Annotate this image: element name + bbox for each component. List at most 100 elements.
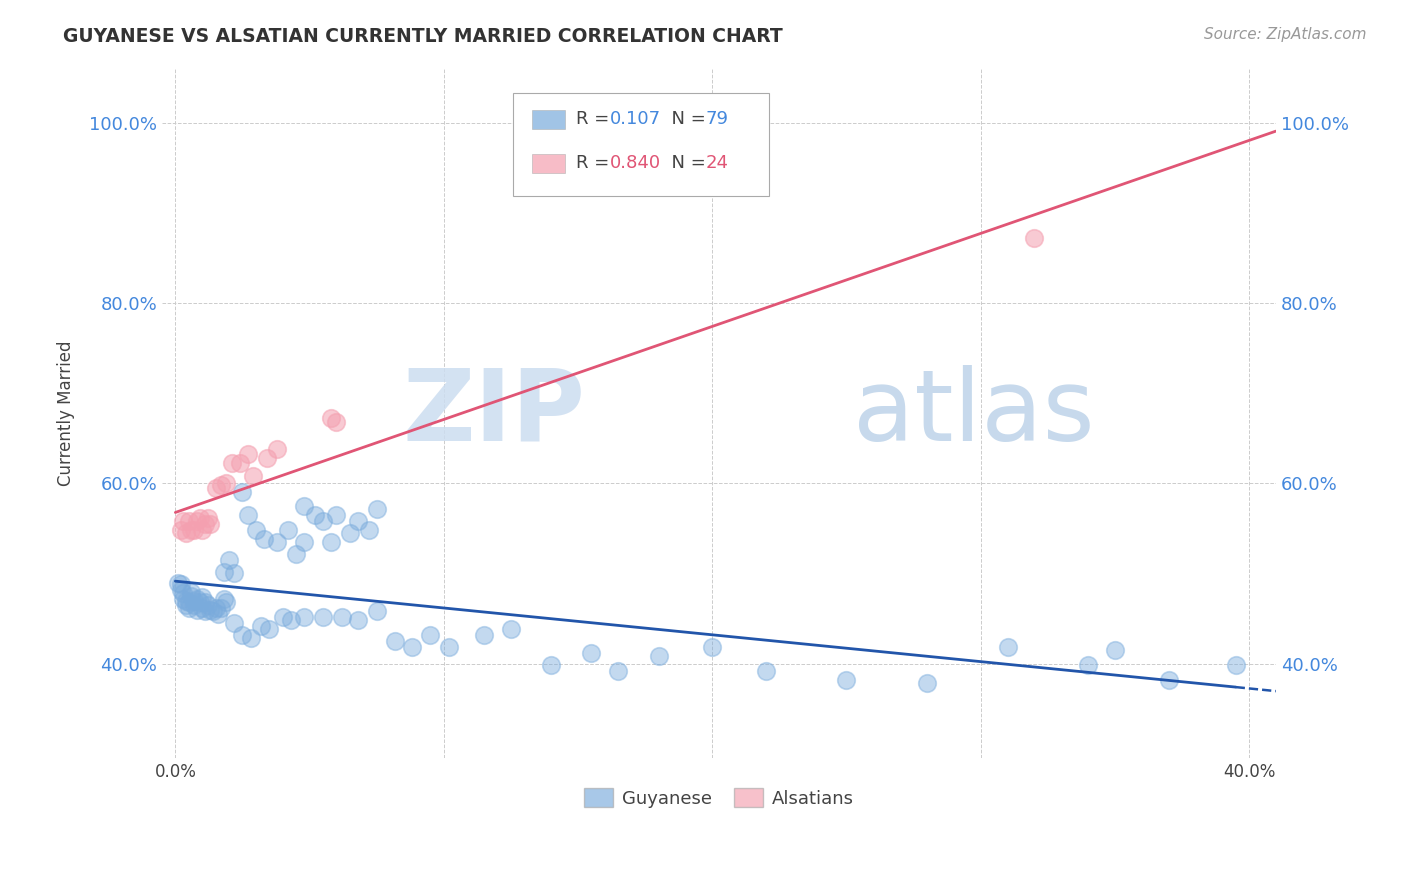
Point (170, 577, 193, 591)
Point (997, 640, 1019, 655)
Point (266, 535, 288, 549)
Point (366, 501, 388, 516)
Point (183, 593, 205, 607)
Point (253, 533, 276, 547)
Point (186, 514, 208, 528)
Point (229, 457, 252, 471)
Point (180, 523, 202, 537)
Text: 0.107: 0.107 (610, 110, 661, 128)
Point (384, 634, 406, 648)
Point (177, 595, 200, 609)
Point (236, 508, 259, 522)
Point (366, 604, 388, 618)
Point (607, 664, 630, 678)
Point (1024, 231, 1046, 245)
Text: 24: 24 (706, 154, 728, 172)
Point (224, 616, 246, 631)
Point (200, 516, 222, 531)
Legend: Guyanese, Alsatians: Guyanese, Alsatians (576, 781, 860, 815)
Point (167, 575, 190, 590)
Point (755, 664, 778, 678)
Point (347, 613, 370, 627)
Point (292, 499, 315, 513)
Point (339, 525, 361, 540)
Point (188, 595, 211, 609)
Y-axis label: Currently Married: Currently Married (58, 341, 75, 486)
Point (224, 566, 246, 581)
Point (172, 586, 194, 600)
Text: N =: N = (659, 154, 711, 172)
Text: GUYANESE VS ALSATIAN CURRENTLY MARRIED CORRELATION CHART: GUYANESE VS ALSATIAN CURRENTLY MARRIED C… (63, 27, 783, 45)
Point (312, 514, 335, 528)
Point (200, 602, 222, 616)
Point (437, 640, 460, 655)
Point (170, 582, 193, 597)
Point (177, 600, 200, 615)
Text: 79: 79 (706, 110, 728, 128)
Point (231, 628, 253, 642)
Text: R =: R = (576, 110, 616, 128)
FancyBboxPatch shape (531, 154, 565, 173)
Point (201, 604, 224, 618)
Point (204, 481, 226, 495)
Point (647, 649, 669, 664)
Point (915, 676, 938, 690)
Point (197, 510, 219, 524)
Point (357, 523, 380, 537)
Point (215, 476, 238, 491)
Point (188, 510, 211, 524)
Point (304, 508, 326, 522)
Point (325, 415, 347, 429)
Point (191, 590, 214, 604)
Text: 0.840: 0.840 (610, 154, 661, 172)
Point (319, 535, 342, 549)
Point (266, 442, 288, 456)
Point (280, 613, 302, 627)
Point (221, 457, 243, 471)
Point (204, 600, 226, 615)
Point (419, 628, 441, 642)
Point (186, 602, 208, 616)
Point (245, 523, 267, 537)
Point (242, 469, 264, 483)
Point (259, 623, 281, 637)
Point (1104, 643, 1126, 657)
Point (212, 591, 235, 606)
Point (172, 591, 194, 606)
Text: atlas: atlas (852, 365, 1094, 462)
Point (1077, 658, 1099, 673)
Point (239, 632, 262, 646)
Text: N =: N = (659, 110, 711, 128)
Point (581, 646, 603, 660)
Point (271, 609, 294, 624)
Point (174, 598, 197, 612)
Point (218, 553, 240, 567)
Point (215, 595, 238, 609)
Point (292, 609, 315, 624)
Point (191, 600, 214, 615)
Point (236, 447, 259, 461)
Point (231, 485, 253, 500)
Point (540, 658, 562, 673)
Point (186, 591, 208, 606)
FancyBboxPatch shape (531, 110, 565, 129)
Point (180, 589, 202, 603)
Point (212, 565, 235, 579)
Point (170, 523, 193, 537)
Point (183, 523, 205, 537)
Text: ZIP: ZIP (402, 365, 585, 462)
Point (835, 673, 858, 687)
Point (277, 523, 299, 537)
Point (256, 451, 278, 466)
Point (194, 604, 217, 618)
Point (207, 607, 229, 621)
Point (702, 640, 724, 655)
Point (325, 508, 347, 522)
Point (194, 595, 217, 609)
Point (209, 600, 232, 615)
Point (209, 478, 232, 492)
Text: Source: ZipAtlas.com: Source: ZipAtlas.com (1204, 27, 1367, 42)
Point (191, 523, 214, 537)
Point (172, 514, 194, 528)
Point (330, 609, 353, 624)
